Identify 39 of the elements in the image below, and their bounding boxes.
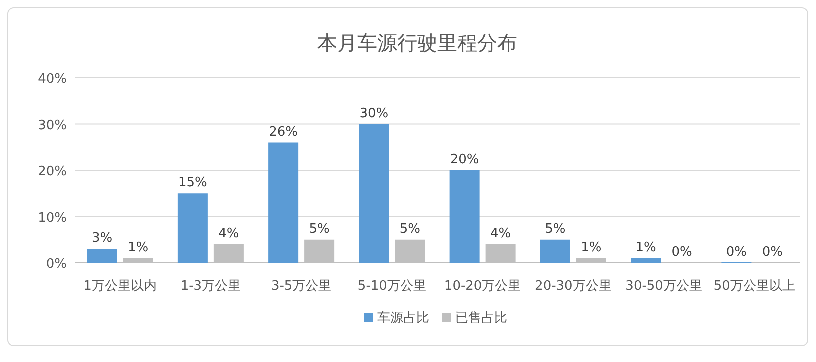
data-label: 30% [360, 106, 389, 122]
data-label: 0% [726, 245, 747, 260]
data-label: 1% [128, 240, 149, 256]
bar [450, 170, 480, 263]
y-tick-label: 10% [38, 210, 67, 226]
data-label: 0% [762, 245, 783, 260]
x-tick-label: 20-30万公里 [535, 279, 612, 294]
y-tick-label: 30% [38, 118, 67, 134]
chart-title: 本月车源行驶里程分布 [318, 31, 518, 55]
legend-label: 已售占比 [456, 311, 508, 326]
data-label: 3% [92, 231, 113, 246]
bar [631, 258, 662, 263]
bar [87, 249, 118, 263]
x-tick-label: 3-5万公里 [271, 279, 332, 294]
data-label: 4% [218, 226, 240, 242]
bar [178, 194, 208, 263]
data-label: 0% [672, 245, 692, 260]
legend-label: 车源占比 [378, 311, 430, 326]
bar [359, 124, 390, 263]
bar [268, 142, 299, 263]
data-label: 5% [400, 222, 420, 237]
y-tick-label: 0% [46, 257, 67, 272]
x-tick-label: 5-10万公里 [358, 279, 426, 294]
y-tick-label: 40% [38, 72, 67, 87]
x-tick-label: 30-50万公里 [626, 279, 702, 294]
x-tick-label: 1万公里以内 [84, 279, 157, 294]
x-tick-label: 10-20万公里 [444, 279, 522, 294]
data-label: 1% [581, 240, 602, 256]
bar [540, 240, 570, 263]
data-label: 15% [178, 176, 208, 191]
data-label: 4% [490, 226, 512, 242]
data-label: 20% [450, 152, 480, 168]
data-label: 1% [636, 240, 656, 256]
x-tick-label: 1-3万公里 [180, 279, 242, 294]
data-label: 5% [545, 222, 566, 237]
y-tick-label: 20% [38, 164, 67, 180]
x-tick-label: 50万公里以上 [714, 279, 796, 294]
data-label: 5% [309, 222, 330, 237]
data-label: 26% [269, 124, 298, 140]
